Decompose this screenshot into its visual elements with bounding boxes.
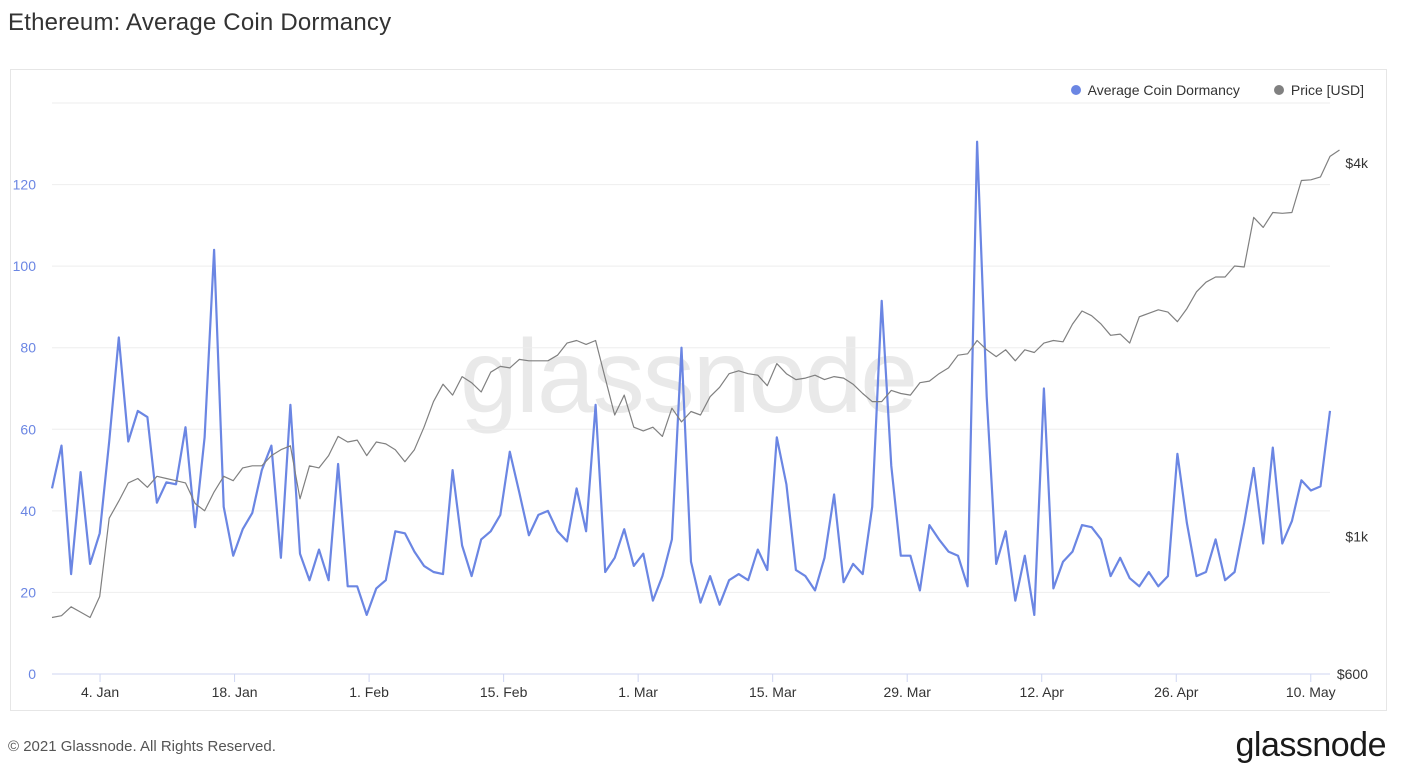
y-left-tick-label: 120: [13, 177, 37, 193]
legend-item-price[interactable]: Price [USD]: [1273, 82, 1364, 98]
x-tick-label: 18. Jan: [212, 684, 258, 700]
y-left-tick-label: 20: [20, 584, 36, 600]
copyright-text: © 2021 Glassnode. All Rights Reserved.: [8, 738, 276, 755]
y-left-tick-label: 100: [13, 258, 37, 274]
y-left-tick-label: 80: [20, 340, 36, 356]
legend-dot-dormancy: [1070, 85, 1081, 95]
series-line-dormancy: [50, 140, 1332, 617]
y-left-tick-label: 40: [20, 503, 36, 519]
x-tick-label: 4. Jan: [81, 684, 119, 700]
x-tick-label: 12. Apr: [1020, 684, 1065, 700]
y-left-tick-label: 0: [28, 666, 36, 682]
brand-logo: glassnode: [1235, 726, 1386, 764]
legend-label-dormancy: Average Coin Dormancy: [1087, 82, 1240, 98]
x-tick-label: 29. Mar: [883, 684, 931, 700]
x-tick-label: 26. Apr: [1154, 684, 1199, 700]
x-tick-label: 1. Mar: [618, 684, 658, 700]
chart-frame: [10, 69, 1387, 711]
y-right-tick-label: $600: [1337, 666, 1368, 682]
legend-label-price: Price [USD]: [1290, 82, 1364, 98]
legend: Average Coin Dormancy Price [USD]: [1070, 82, 1364, 98]
watermark-logo: glassnode: [460, 319, 918, 435]
legend-item-dormancy[interactable]: Average Coin Dormancy: [1070, 82, 1240, 98]
x-tick-label: 10. May: [1286, 684, 1336, 700]
series-line-price: [51, 149, 1340, 619]
y-right-tick-label: $4k: [1345, 155, 1369, 171]
legend-dot-price: [1273, 85, 1284, 95]
x-tick-label: 15. Mar: [749, 684, 797, 700]
x-tick-label: 15. Feb: [480, 684, 528, 700]
y-right-tick-label: $1k: [1345, 528, 1369, 544]
x-tick-label: 1. Feb: [349, 684, 389, 700]
chart-title: Ethereum: Average Coin Dormancy: [8, 9, 392, 36]
y-left-tick-label: 60: [20, 421, 36, 437]
